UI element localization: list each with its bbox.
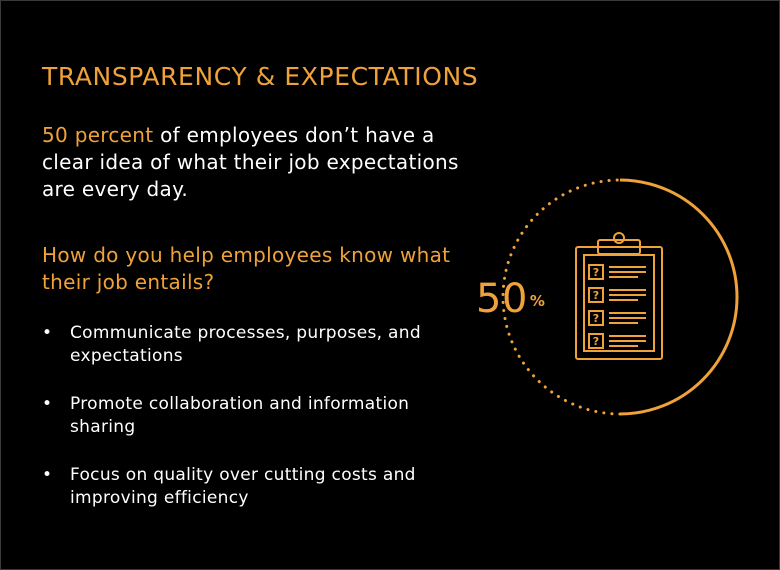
stat-ring-graphic: ? ? ? ? xyxy=(501,178,739,416)
bullet-text: Focus on quality over cutting costs and … xyxy=(70,465,416,508)
bullet-item: • Focus on quality over cutting costs and… xyxy=(42,464,462,510)
checkbox-mark: ? xyxy=(593,335,599,348)
checkbox-mark: ? xyxy=(593,266,599,279)
lead-highlight: 50 percent xyxy=(42,123,154,147)
stat-percentage: 50% xyxy=(476,277,545,321)
stat-value: 50 xyxy=(476,276,528,322)
bullet-text: Promote collaboration and information sh… xyxy=(70,394,410,437)
bullet-dot-icon: • xyxy=(42,394,53,414)
bullet-list: • Communicate processes, purposes, and ex… xyxy=(42,322,462,535)
clipboard-checklist-icon xyxy=(575,232,663,360)
checkbox-mark: ? xyxy=(593,312,599,325)
bullet-dot-icon: • xyxy=(42,323,53,343)
bullet-text: Communicate processes, purposes, and exp… xyxy=(70,323,421,366)
bullet-item: • Promote collaboration and information s… xyxy=(42,393,462,439)
bullet-dot-icon: • xyxy=(42,465,53,485)
stat-unit: % xyxy=(529,292,546,310)
bullet-item: • Communicate processes, purposes, and ex… xyxy=(42,322,462,368)
checkbox-marks: ? ? ? ? xyxy=(593,266,599,348)
question-text: How do you help employees know what thei… xyxy=(42,243,451,294)
lead-rest: of employees don’t have a clear idea of … xyxy=(42,123,459,201)
progress-arc-dotted xyxy=(501,178,622,416)
checkbox-mark: ? xyxy=(593,289,599,302)
progress-arc-solid xyxy=(619,178,739,416)
lead-statement: 50 percent of employees don’t have a cle… xyxy=(42,122,462,203)
page-title: TRANSPARENCY & EXPECTATIONS xyxy=(42,62,479,91)
